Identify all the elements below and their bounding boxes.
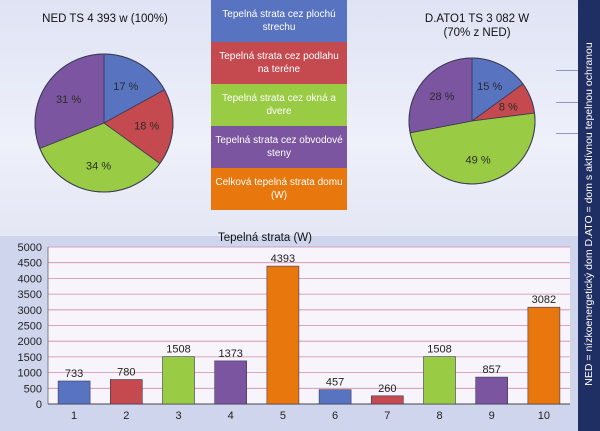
- y-tick-label-4: 2000: [18, 336, 42, 348]
- legend-item-walls: Tepelná strata cez obvodové steny: [211, 126, 347, 168]
- pie1-label-0: 17 %: [113, 81, 138, 93]
- sidebar-note: NED = nízkoenergetický dom D.ATO = dom s…: [583, 42, 595, 386]
- x-tick-label-9: 9: [489, 410, 495, 422]
- bar-value-label-7: 260: [378, 383, 396, 395]
- y-tick-label-1: 500: [24, 383, 42, 395]
- pie1-outline: [34, 53, 174, 193]
- bar-value-label-5: 4393: [271, 253, 295, 265]
- pie-title-dato-line1: D.ATO1 TS 3 082 W: [424, 13, 530, 25]
- pie1-label-3: 31 %: [56, 94, 81, 106]
- pie2-label-1: 8 %: [499, 102, 518, 114]
- x-tick-label-6: 6: [332, 410, 338, 422]
- bar-value-label-8: 1508: [427, 344, 451, 356]
- bar-1: [57, 380, 91, 405]
- pie2-label-3: 28 %: [429, 91, 454, 103]
- y-tick-label-3: 1500: [18, 352, 42, 364]
- y-tick-label-8: 4000: [18, 273, 42, 285]
- bar-7: [370, 395, 404, 405]
- bar-6: [318, 389, 352, 405]
- bar-value-label-2: 780: [117, 367, 135, 379]
- bar-8: [423, 356, 456, 405]
- bar-value-label-6: 457: [326, 377, 344, 389]
- y-tick-label-6: 3000: [18, 305, 42, 317]
- y-tick-label-7: 3500: [18, 289, 42, 301]
- bar-9: [475, 376, 509, 405]
- y-tick-label-10: 5000: [18, 242, 42, 254]
- pie2-outline: [408, 57, 536, 185]
- bar-value-label-3: 1508: [166, 344, 190, 356]
- sidebar-band: [578, 0, 600, 431]
- bar-chart-title: Tepelná strata (W): [218, 232, 312, 244]
- legend-item-total: Celková tepelná strata domu (W): [211, 168, 347, 210]
- y-tick-label-9: 4500: [18, 258, 42, 270]
- bar-value-label-4: 1373: [218, 348, 242, 360]
- legend-item-windows: Tepelná strata cez okná a dvere: [211, 84, 347, 126]
- pie1-label-1: 18 %: [134, 121, 159, 133]
- pie-title-dato-line2: (70% z NED): [443, 27, 511, 39]
- bar-3: [162, 356, 195, 405]
- y-tick-label-0: 0: [36, 399, 42, 411]
- x-tick-label-10: 10: [538, 410, 550, 422]
- x-tick-label-8: 8: [436, 410, 442, 422]
- legend-item-roof: Tepelná strata cez plochú strechu: [211, 0, 347, 42]
- pie2-label-2: 49 %: [466, 155, 491, 167]
- x-tick-label-7: 7: [384, 410, 390, 422]
- pie1-label-2: 34 %: [86, 160, 111, 172]
- decorative-line: [556, 102, 578, 103]
- decorative-line: [556, 133, 578, 134]
- bar-value-label-1: 733: [65, 368, 83, 380]
- x-tick-label-5: 5: [280, 410, 286, 422]
- pie-title-ned: NED TS 4 393 w (100%): [42, 13, 168, 25]
- decorative-line: [556, 70, 578, 71]
- bar-2: [110, 379, 143, 405]
- x-tick-label-1: 1: [71, 410, 77, 422]
- y-tick-label-5: 2500: [18, 321, 42, 333]
- x-tick-label-4: 4: [228, 410, 234, 422]
- pie2-label-0: 15 %: [477, 81, 502, 93]
- x-tick-label-2: 2: [123, 410, 129, 422]
- bar-4: [214, 360, 247, 405]
- pie-title-dato: D.ATO1 TS 3 082 W (70% z NED): [392, 12, 562, 40]
- x-tick-label-3: 3: [175, 410, 181, 422]
- bar-value-label-10: 3082: [532, 294, 556, 306]
- bar-10: [527, 306, 561, 405]
- bar-value-label-9: 857: [483, 364, 501, 376]
- y-tick-label-2: 1000: [18, 368, 42, 380]
- legend-item-floor: Tepelná strata cez podlahu na teréne: [211, 42, 347, 84]
- bar-5: [266, 265, 300, 405]
